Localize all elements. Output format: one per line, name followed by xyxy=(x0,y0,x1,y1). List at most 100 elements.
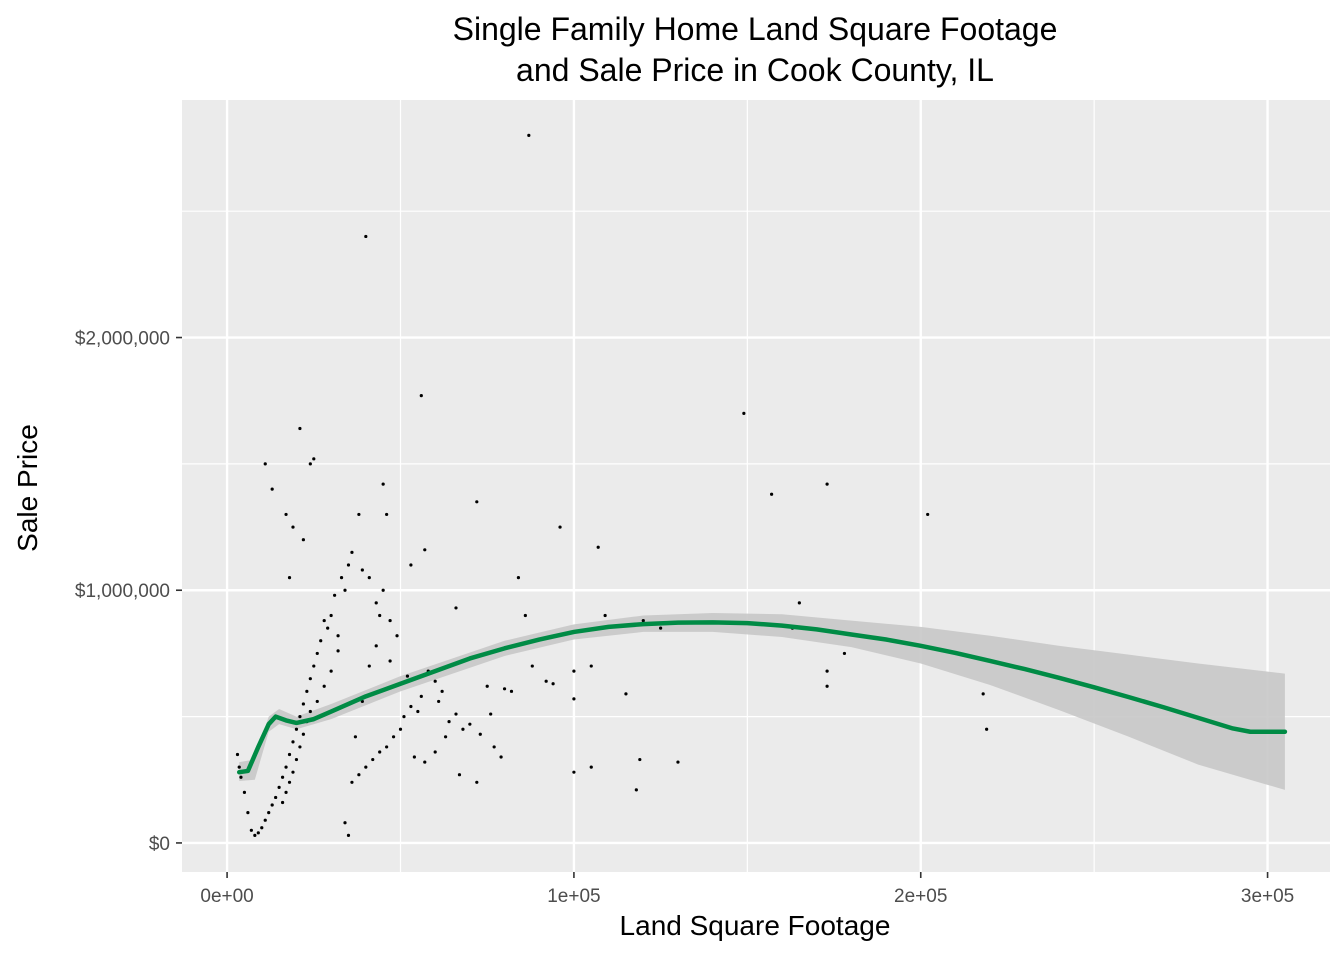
data-point xyxy=(443,735,448,739)
data-point xyxy=(381,588,385,592)
data-point xyxy=(926,512,930,517)
y-tick-label: $1,000,000 xyxy=(75,581,170,602)
data-point xyxy=(364,765,368,769)
data-point xyxy=(280,775,285,779)
data-point xyxy=(825,684,829,688)
data-point xyxy=(419,694,423,698)
data-point xyxy=(447,720,451,724)
data-point xyxy=(641,618,645,623)
axes: 0e+00 1e+05 2e+05 3e+05 $0 $1,000,000 $2,000,0… xyxy=(75,329,1294,907)
data-point xyxy=(291,740,295,744)
data-point xyxy=(461,727,465,731)
data-point xyxy=(308,462,312,466)
data-point xyxy=(329,613,333,618)
data-point xyxy=(287,780,292,784)
data-point xyxy=(357,773,361,777)
data-point xyxy=(312,664,316,668)
data-point xyxy=(319,639,323,643)
data-point xyxy=(478,732,482,736)
data-point xyxy=(558,525,562,529)
data-point xyxy=(589,664,593,668)
data-point xyxy=(572,770,576,774)
data-point xyxy=(981,692,985,696)
data-point xyxy=(298,714,302,719)
data-point xyxy=(475,500,479,504)
data-point xyxy=(502,687,507,691)
data-point xyxy=(770,492,774,496)
data-point xyxy=(360,568,364,572)
data-point xyxy=(326,626,330,630)
data-point xyxy=(343,588,347,592)
data-point xyxy=(659,626,663,630)
data-point xyxy=(242,790,247,794)
data-point xyxy=(475,780,479,784)
data-point xyxy=(298,426,302,431)
data-point xyxy=(405,674,410,678)
data-point xyxy=(416,709,420,714)
data-point xyxy=(398,727,403,731)
data-point xyxy=(523,613,527,618)
data-point xyxy=(263,462,267,466)
data-point xyxy=(256,831,260,835)
y-tick-label: $0 xyxy=(149,834,170,855)
data-point xyxy=(388,618,392,623)
y-axis-label: Sale Price xyxy=(12,424,43,552)
data-point xyxy=(301,732,305,736)
data-point xyxy=(367,576,371,580)
data-point xyxy=(237,765,241,769)
data-point xyxy=(336,634,340,638)
data-point xyxy=(333,593,337,597)
data-point xyxy=(270,487,274,491)
data-point xyxy=(260,826,264,830)
data-point xyxy=(280,800,285,805)
data-point xyxy=(544,679,548,683)
data-point xyxy=(516,576,521,580)
data-point xyxy=(468,722,472,726)
data-point xyxy=(364,234,368,239)
data-point xyxy=(457,773,462,777)
x-tick-label: 0e+00 xyxy=(200,886,253,907)
data-point xyxy=(437,699,441,704)
confidence-band-area xyxy=(239,612,1285,790)
data-point xyxy=(388,659,392,663)
data-point xyxy=(440,689,444,693)
data-point xyxy=(277,785,281,789)
data-point xyxy=(336,649,340,653)
data-point xyxy=(287,752,292,757)
data-point xyxy=(499,755,503,759)
data-point xyxy=(596,545,600,549)
data-point xyxy=(315,699,319,704)
data-point xyxy=(308,677,312,681)
data-point xyxy=(676,760,680,764)
data-point xyxy=(339,576,344,580)
data-point xyxy=(350,780,354,784)
data-point xyxy=(409,563,413,567)
x-axis-label: Land Square Footage xyxy=(619,910,891,941)
data-point xyxy=(291,525,295,529)
data-point xyxy=(423,760,427,764)
data-points xyxy=(235,133,989,837)
data-point xyxy=(423,548,427,552)
major-gridlines xyxy=(182,100,1330,872)
data-point xyxy=(509,689,514,693)
data-point xyxy=(249,828,253,832)
data-point xyxy=(454,712,458,716)
data-point xyxy=(433,679,437,683)
data-point xyxy=(308,709,312,714)
data-point xyxy=(391,735,396,739)
data-point xyxy=(315,651,319,656)
data-point xyxy=(312,457,316,461)
data-point xyxy=(305,689,309,693)
data-point xyxy=(294,727,299,731)
data-point xyxy=(274,795,278,800)
data-point xyxy=(263,818,267,822)
data-point xyxy=(322,684,326,688)
data-point xyxy=(353,735,358,739)
data-point xyxy=(412,755,416,759)
data-point xyxy=(287,576,292,580)
data-point xyxy=(378,613,382,618)
data-point xyxy=(329,669,333,673)
data-point xyxy=(374,601,378,605)
data-point xyxy=(572,697,576,701)
